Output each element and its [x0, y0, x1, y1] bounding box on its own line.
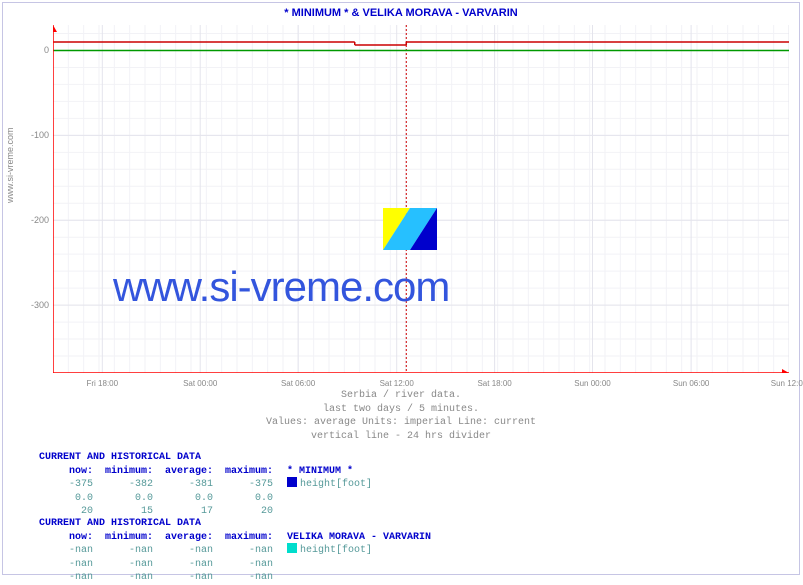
table-columns: now: minimum: average: maximum: VELIKA M… — [39, 531, 439, 545]
watermark-logo — [383, 208, 437, 250]
legend-entry: height[foot] — [279, 478, 439, 492]
subtitle-line: Serbia / river data. — [341, 390, 461, 401]
x-tick-label: Sat 00:00 — [183, 379, 217, 388]
subtitle-block: Serbia / river data. last two days / 5 m… — [3, 389, 799, 443]
legend-swatch-icon — [287, 543, 297, 553]
col-max: maximum: — [219, 531, 279, 545]
subtitle-line: Values: average Units: imperial Line: cu… — [266, 417, 536, 428]
x-tick-label: Sat 12:00 — [380, 379, 414, 388]
col-min: minimum: — [99, 465, 159, 479]
col-now: now: — [39, 531, 99, 545]
watermark-text: www.si-vreme.com — [113, 263, 449, 311]
table-row: -375 -382 -381 -375 height[foot] — [39, 478, 439, 492]
table-row: 0.00.00.00.0 — [39, 492, 439, 506]
table-row: -nan-nan-nan-nan height[foot] — [39, 544, 439, 558]
y-tick-label: 0 — [5, 45, 49, 55]
col-avg: average: — [159, 531, 219, 545]
x-tick-label: Sun 12:00 — [771, 379, 803, 388]
x-tick-label: Sun 06:00 — [673, 379, 709, 388]
table-row: -nan-nan-nan-nan — [39, 558, 439, 572]
y-tick-label: -100 — [5, 130, 49, 140]
chart-title: * MINIMUM * & VELIKA MORAVA - VARVARIN — [3, 7, 799, 19]
table-header: CURRENT AND HISTORICAL DATA — [39, 517, 439, 531]
col-avg: average: — [159, 465, 219, 479]
station-label: VELIKA MORAVA - VARVARIN — [279, 531, 439, 545]
table-header: CURRENT AND HISTORICAL DATA — [39, 451, 439, 465]
subtitle-line: vertical line - 24 hrs divider — [311, 431, 491, 442]
legend-entry: height[foot] — [279, 544, 439, 558]
data-table-1: CURRENT AND HISTORICAL DATA now: minimum… — [39, 451, 439, 519]
plot-svg — [53, 25, 789, 373]
data-table-2: CURRENT AND HISTORICAL DATA now: minimum… — [39, 517, 439, 585]
table-columns: now: minimum: average: maximum: * MINIMU… — [39, 465, 439, 479]
station-label: * MINIMUM * — [279, 465, 439, 479]
plot-area: www.si-vreme.com — [53, 25, 789, 373]
legend-swatch-icon — [287, 477, 297, 487]
chart-container: * MINIMUM * & VELIKA MORAVA - VARVARIN w… — [2, 2, 800, 575]
x-tick-label: Sun 00:00 — [574, 379, 610, 388]
x-tick-label: Sat 06:00 — [281, 379, 315, 388]
x-tick-label: Sat 18:00 — [477, 379, 511, 388]
col-now: now: — [39, 465, 99, 479]
y-tick-label: -300 — [5, 300, 49, 310]
subtitle-line: last two days / 5 minutes. — [323, 404, 479, 415]
col-max: maximum: — [219, 465, 279, 479]
col-min: minimum: — [99, 531, 159, 545]
y-tick-label: -200 — [5, 215, 49, 225]
x-tick-label: Fri 18:00 — [87, 379, 119, 388]
